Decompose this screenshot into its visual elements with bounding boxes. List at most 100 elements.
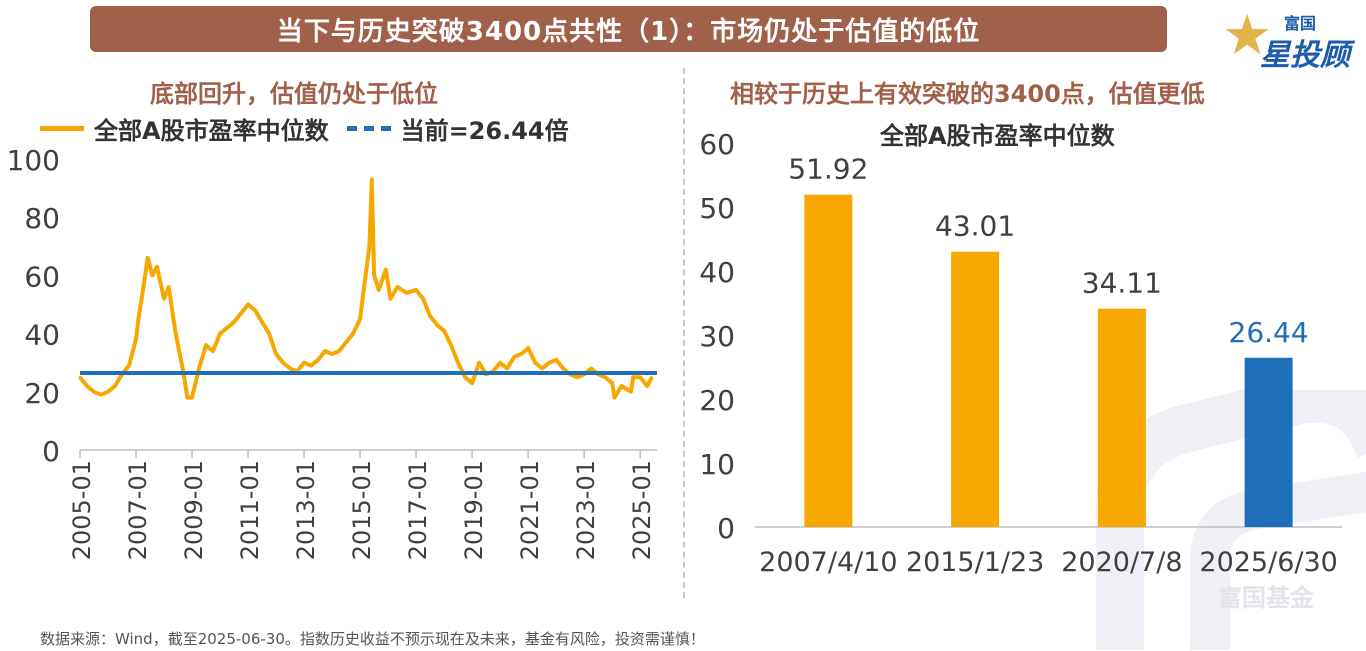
y-tick-label: 0 [717, 512, 735, 545]
pe-data-point [330, 352, 334, 356]
pe-data-point [186, 396, 189, 399]
x-tick-label: 2015-01 [348, 460, 376, 560]
x-tick-label: 2015/1/23 [906, 547, 1044, 578]
pe-data-point [204, 344, 208, 347]
pe-data-point [554, 358, 558, 361]
pe-data-point [232, 320, 236, 324]
pe-data-point [85, 384, 89, 388]
pe-data-point [396, 285, 399, 289]
pe-data-point [316, 358, 320, 361]
pe-line-chart: 0 20 40 60 80 100 2005-01 2007-01 2009-01 2011-01… [7, 144, 657, 560]
pe-data-point [449, 344, 453, 347]
pe-data-point [141, 288, 145, 292]
pe-data-point [368, 245, 371, 248]
legend-current-swatch [346, 125, 391, 131]
bar-value-label: 26.44 [1229, 316, 1309, 349]
pe-data-point [218, 332, 222, 335]
pe-bar-chart: 0 10 20 30 40 50 60 51.92 2007/4/10 43.01 2015/1/2… [699, 128, 1342, 578]
y-tick-label: 60 [699, 128, 735, 161]
pe-data-point [281, 361, 285, 364]
pe-data-point [575, 376, 579, 379]
y-tick-label: 30 [699, 320, 735, 353]
bar-chart-title: 全部A股市盈率中位数 [880, 122, 1115, 150]
pe-data-point [512, 355, 516, 359]
pe-data-point [519, 352, 523, 356]
page-title: 当下与历史突破3400点共性（1）：市场仍处于估值的低位 [276, 16, 981, 47]
x-tick-label: 2007-01 [124, 460, 152, 560]
pe-data-point [505, 367, 509, 370]
pe-data-point [589, 367, 593, 370]
pe-data-point [167, 285, 170, 289]
pe-data-point [650, 376, 654, 379]
pe-data-point [526, 346, 530, 350]
footer-note: 数据来源：Wind，截至2025-06-30。指数历史收益不预示现在及未来，基金… [40, 630, 705, 648]
pe-data-point [155, 265, 159, 268]
pe-data-point [561, 367, 565, 370]
bar-value-label: 34.11 [1082, 267, 1162, 300]
pe-data-point [629, 390, 633, 393]
x-tick-label: 2019-01 [460, 460, 488, 560]
pe-data-point [384, 268, 387, 271]
logo-brand: 富国 [1284, 14, 1317, 33]
pe-data-point [620, 384, 623, 388]
x-tick-label: 2009-01 [180, 460, 208, 560]
panel-divider [683, 68, 685, 598]
watermark-text: 富国基金 [1218, 584, 1314, 612]
line-chart-legend: 全部A股市盈率中位数 当前=26.44倍 [40, 112, 569, 145]
pe-data-point [547, 361, 551, 364]
logo-name: 星投顾 [1260, 38, 1350, 73]
pe-data-point [288, 367, 292, 370]
y-tick-label: 50 [699, 192, 735, 225]
pe-data-point [302, 361, 306, 364]
bar-value-label: 43.01 [935, 210, 1015, 243]
pe-data-point [190, 396, 194, 399]
pe-data-point [456, 361, 460, 364]
pe-data-point [351, 332, 355, 335]
pe-data-point [414, 288, 418, 292]
x-tick-label: 2020/7/8 [1061, 547, 1182, 578]
pe-data-point [113, 384, 117, 388]
pe-data-point [344, 341, 348, 344]
pe-data-point [540, 367, 544, 370]
pe-data-point [274, 352, 278, 356]
pe-data-point [363, 280, 366, 283]
pe-data-point [533, 361, 537, 364]
pe-data-point [211, 349, 215, 353]
pe-data-point [477, 361, 481, 364]
title-banner: 当下与历史突破3400点共性（1）：市场仍处于估值的低位 [90, 6, 1167, 52]
pe-data-point [260, 320, 264, 324]
pe-data-point [463, 376, 467, 379]
right-subtitle: 相较于历史上有效突破的3400点，估值更低 [730, 80, 1205, 108]
bar-2020-7-8 [1097, 308, 1146, 527]
pe-data-point [372, 274, 376, 277]
pe-data-point [377, 288, 380, 292]
y-tick-label: 40 [699, 256, 735, 289]
pe-data-point [613, 396, 616, 399]
pe-data-point [603, 376, 607, 379]
pe-data-point [370, 178, 373, 181]
x-tick-label: 2021-01 [516, 460, 544, 560]
x-tick-label: 2023-01 [572, 460, 600, 560]
pe-data-point [267, 332, 271, 335]
x-tick-label: 2025/6/30 [1199, 547, 1337, 578]
pe-data-point [337, 349, 341, 353]
pe-data-point [99, 393, 103, 396]
pe-data-point [405, 291, 408, 295]
bar-2025-6-30 [1244, 357, 1293, 527]
y-tick-label: 40 [24, 319, 60, 352]
pe-data-point [92, 390, 96, 393]
pe-data-point [470, 381, 474, 385]
pe-data-point [610, 381, 614, 385]
pe-data-point [246, 303, 250, 306]
x-tick-label: 2011-01 [236, 460, 264, 560]
bar-2007-4-10 [804, 194, 853, 527]
pe-data-point [442, 329, 446, 332]
pe-data-point [358, 317, 362, 321]
pe-data-point [151, 274, 154, 277]
pe-data-point [197, 367, 201, 370]
pe-data-point [389, 297, 392, 300]
pe-data-point [162, 297, 166, 300]
y-tick-label: 100 [7, 144, 60, 177]
y-tick-label: 0 [42, 435, 60, 468]
pe-data-point [309, 364, 313, 367]
